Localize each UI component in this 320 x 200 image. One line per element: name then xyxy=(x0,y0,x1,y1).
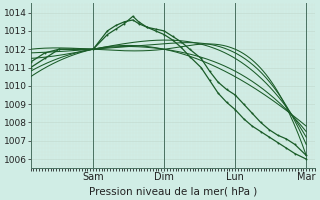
X-axis label: Pression niveau de la mer( hPa ): Pression niveau de la mer( hPa ) xyxy=(89,187,257,197)
